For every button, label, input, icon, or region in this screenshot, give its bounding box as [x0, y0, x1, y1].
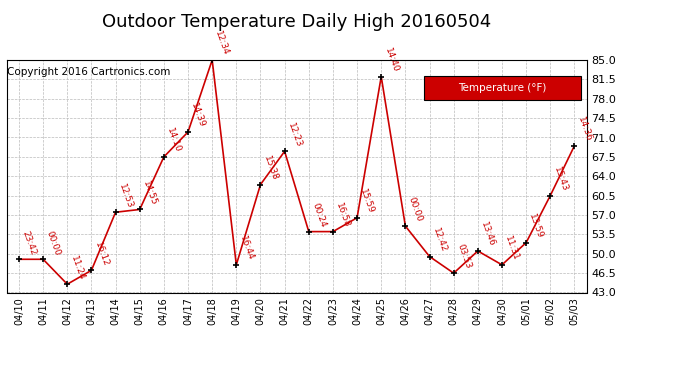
Text: 14:40: 14:40	[383, 46, 400, 74]
Text: 15:38: 15:38	[262, 154, 279, 182]
Text: 23:42: 23:42	[21, 230, 37, 256]
Text: 00:24: 00:24	[310, 202, 327, 229]
Text: 16:44: 16:44	[238, 235, 255, 262]
Text: 12:53: 12:53	[117, 182, 135, 210]
Text: 12:34: 12:34	[214, 30, 230, 57]
Text: 16:58: 16:58	[335, 201, 352, 229]
Text: 11:24: 11:24	[69, 254, 86, 281]
Text: 16:12: 16:12	[93, 240, 110, 268]
Text: 12:42: 12:42	[431, 227, 448, 254]
Text: 14:10: 14:10	[166, 127, 183, 154]
Text: 14:55: 14:55	[141, 179, 159, 207]
Text: Temperature (°F): Temperature (°F)	[458, 83, 546, 93]
Text: 00:00: 00:00	[45, 229, 62, 256]
FancyBboxPatch shape	[424, 76, 581, 99]
Text: 03:53: 03:53	[455, 243, 473, 270]
Text: 13:46: 13:46	[480, 221, 497, 248]
Text: 13:59: 13:59	[528, 213, 545, 240]
Text: 12:23: 12:23	[286, 122, 303, 148]
Text: 15:43: 15:43	[552, 166, 569, 193]
Text: Copyright 2016 Cartronics.com: Copyright 2016 Cartronics.com	[8, 67, 171, 77]
Text: 14:39: 14:39	[190, 102, 207, 129]
Text: Outdoor Temperature Daily High 20160504: Outdoor Temperature Daily High 20160504	[102, 13, 491, 31]
Text: 11:31: 11:31	[504, 235, 521, 262]
Text: 15:59: 15:59	[359, 188, 376, 215]
Text: 14:36: 14:36	[576, 116, 593, 143]
Text: 00:00: 00:00	[407, 196, 424, 223]
